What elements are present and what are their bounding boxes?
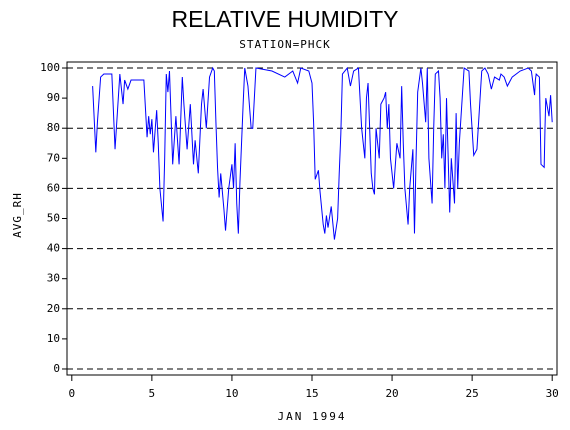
x-tick-label: 30 bbox=[546, 387, 559, 400]
x-tick-label: 10 bbox=[225, 387, 238, 400]
x-axis-label: JAN 1994 bbox=[278, 410, 347, 423]
chart-subtitle: STATION=PHCK bbox=[239, 38, 330, 51]
x-tick-label: 15 bbox=[305, 387, 318, 400]
y-tick-label: 60 bbox=[47, 181, 60, 194]
y-tick-label: 40 bbox=[47, 242, 60, 255]
y-tick-label: 0 bbox=[53, 362, 60, 375]
y-tick-label: 20 bbox=[47, 302, 60, 315]
y-tick-label: 90 bbox=[47, 91, 60, 104]
y-tick-label: 50 bbox=[47, 212, 60, 225]
y-tick-label: 70 bbox=[47, 151, 60, 164]
x-tick-label: 5 bbox=[149, 387, 156, 400]
y-tick-label: 80 bbox=[47, 121, 60, 134]
y-tick-label: 10 bbox=[47, 332, 60, 345]
x-tick-label: 0 bbox=[68, 387, 75, 400]
data-line bbox=[92, 66, 553, 240]
y-tick-label: 30 bbox=[47, 272, 60, 285]
y-tick-label: 100 bbox=[40, 61, 60, 74]
chart-title: RELATIVE HUMIDITY bbox=[171, 6, 398, 32]
x-tick-label: 25 bbox=[466, 387, 479, 400]
plot-frame bbox=[66, 61, 558, 376]
x-tick-label: 20 bbox=[385, 387, 398, 400]
y-axis-label: AVG_RH bbox=[11, 192, 24, 238]
